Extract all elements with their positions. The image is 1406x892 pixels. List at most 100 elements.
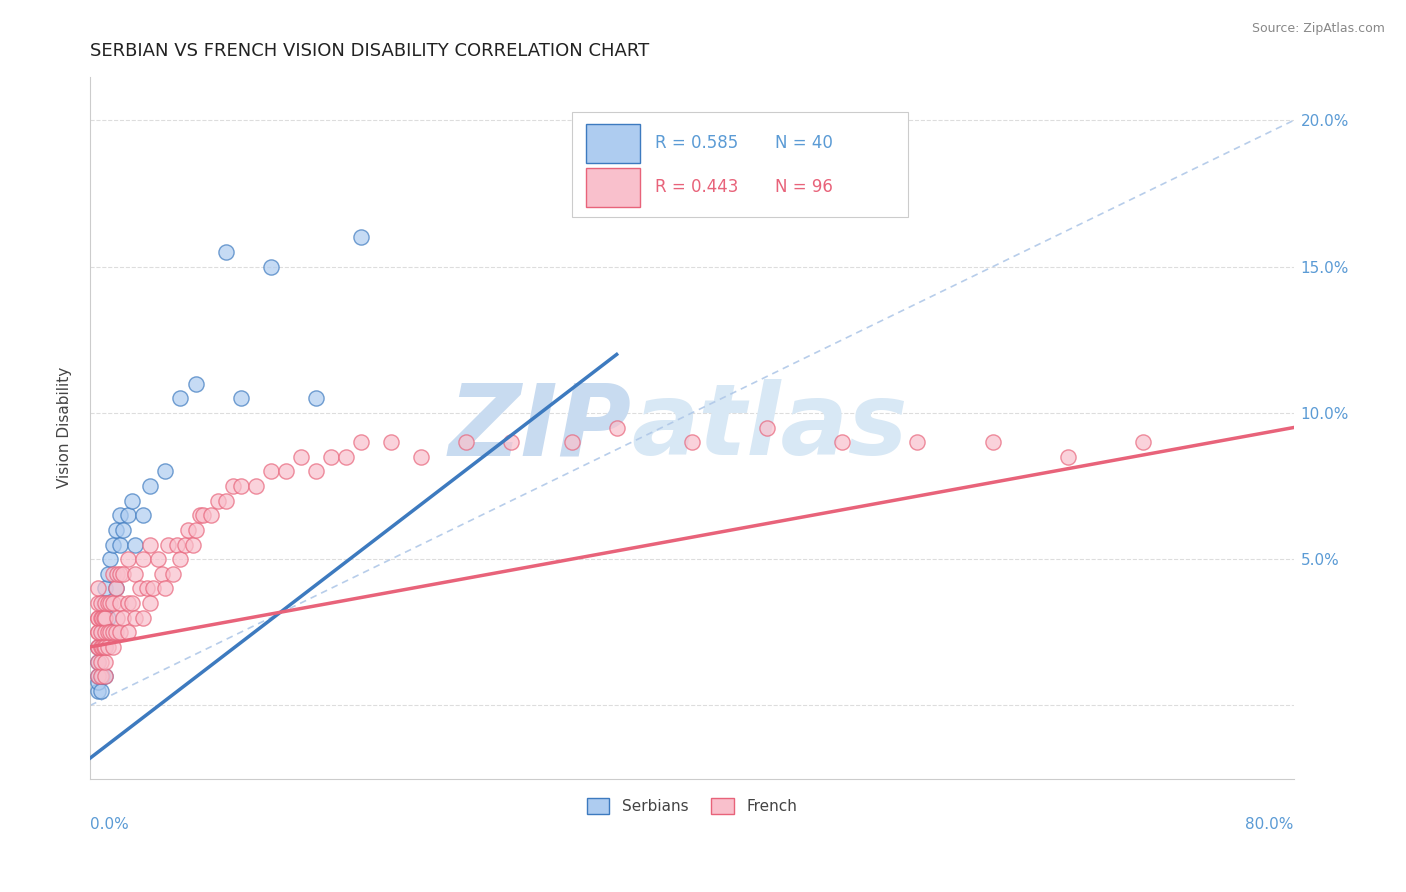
Point [117, 625, 139, 640]
Point [319, 450, 342, 464]
Point [132, 552, 155, 566]
Point [90, 640, 112, 654]
Point [157, 537, 180, 551]
Point [245, 479, 267, 493]
Point [87, 640, 110, 654]
Point [94, 669, 117, 683]
Point [305, 392, 328, 406]
Point [112, 610, 135, 624]
Point [87, 675, 110, 690]
Point [110, 625, 132, 640]
Point [274, 465, 297, 479]
Point [117, 552, 139, 566]
Point [756, 420, 779, 434]
Point [93, 640, 115, 654]
Point [87, 610, 110, 624]
Point [152, 566, 174, 581]
Point [91, 610, 114, 624]
Point [90, 625, 112, 640]
Point [411, 450, 433, 464]
Point [104, 582, 127, 596]
Point [101, 625, 124, 640]
Point [112, 523, 135, 537]
Point [121, 596, 143, 610]
Point [101, 596, 124, 610]
Point [94, 625, 117, 640]
Point [90, 640, 112, 654]
Point [260, 465, 283, 479]
Legend: Serbians, French: Serbians, French [581, 792, 803, 820]
Point [305, 465, 328, 479]
Point [112, 566, 135, 581]
Point [87, 610, 110, 624]
Point [91, 640, 114, 654]
Point [501, 435, 523, 450]
Point [104, 523, 127, 537]
Point [87, 655, 110, 669]
Text: atlas: atlas [631, 379, 908, 476]
Point [177, 523, 200, 537]
Point [124, 566, 146, 581]
Point [93, 596, 115, 610]
Point [561, 435, 583, 450]
Point [124, 537, 146, 551]
Point [110, 508, 132, 523]
FancyBboxPatch shape [586, 169, 640, 207]
Point [90, 669, 112, 683]
Point [831, 435, 853, 450]
Text: SERBIAN VS FRENCH VISION DISABILITY CORRELATION CHART: SERBIAN VS FRENCH VISION DISABILITY CORR… [90, 42, 650, 60]
Text: ZIP: ZIP [449, 379, 631, 476]
Point [169, 552, 191, 566]
Point [110, 537, 132, 551]
Point [350, 435, 373, 450]
Point [456, 435, 478, 450]
Point [94, 640, 117, 654]
Y-axis label: Vision Disability: Vision Disability [58, 367, 72, 488]
Point [97, 610, 120, 624]
Point [191, 508, 214, 523]
Point [94, 610, 117, 624]
Point [94, 655, 117, 669]
Point [87, 640, 110, 654]
Text: R = 0.443: R = 0.443 [655, 178, 738, 196]
Point [155, 465, 177, 479]
Point [606, 420, 628, 434]
Point [117, 508, 139, 523]
Point [94, 596, 117, 610]
Point [90, 655, 112, 669]
Point [90, 625, 112, 640]
Point [87, 669, 110, 683]
Point [101, 537, 124, 551]
Point [380, 435, 402, 450]
Point [1132, 435, 1154, 450]
Point [200, 508, 222, 523]
Point [91, 669, 114, 683]
Point [139, 479, 162, 493]
Point [91, 640, 114, 654]
Text: R = 0.585: R = 0.585 [655, 135, 738, 153]
Point [105, 610, 128, 624]
Point [87, 582, 110, 596]
Point [229, 479, 252, 493]
Point [290, 450, 312, 464]
Point [146, 552, 169, 566]
Point [162, 566, 184, 581]
Point [907, 435, 929, 450]
Point [97, 640, 120, 654]
Point [124, 610, 146, 624]
Point [229, 392, 252, 406]
Point [87, 640, 110, 654]
Point [188, 508, 211, 523]
Point [155, 582, 177, 596]
Text: Source: ZipAtlas.com: Source: ZipAtlas.com [1251, 22, 1385, 36]
Point [169, 392, 191, 406]
Point [350, 230, 373, 244]
Point [98, 625, 121, 640]
Point [181, 537, 204, 551]
Point [214, 493, 236, 508]
Point [121, 493, 143, 508]
Point [139, 537, 162, 551]
Point [681, 435, 703, 450]
Point [184, 376, 207, 391]
FancyBboxPatch shape [586, 124, 640, 162]
